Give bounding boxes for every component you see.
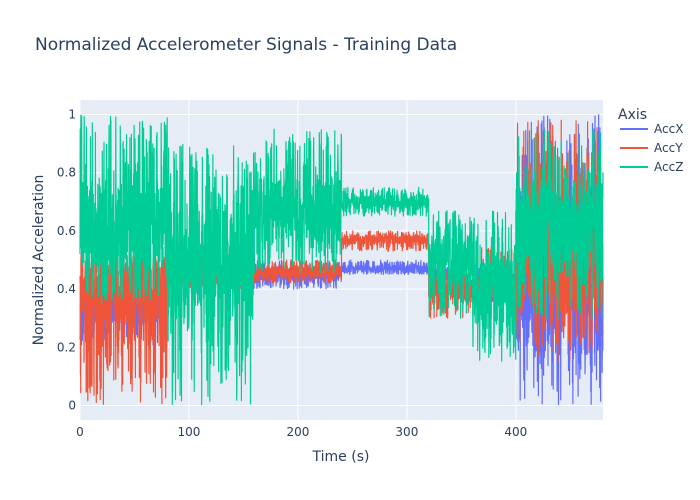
legend-label: AccX [654,122,683,136]
legend-label: AccY [654,141,683,155]
legend[interactable]: Axis AccX AccY AccZ [618,107,683,174]
y-tick-label: 0.4 [57,282,76,296]
x-tick-label: 200 [286,425,309,439]
x-tick-label: 300 [395,425,418,439]
y-tick-label: 0.2 [57,340,76,354]
y-tick-label: 0 [68,398,76,412]
legend-item-accx[interactable]: AccX [620,122,683,136]
y-tick-label: 1 [68,108,76,122]
series-line-accz [79,114,604,406]
series-layer [79,114,604,406]
tick-labels: 0 100 200 300 400 0 0.2 0.4 0.6 0.8 1 [57,108,527,439]
x-tick-label: 0 [76,425,84,439]
x-axis-title: Time (s) [312,449,370,465]
legend-label: AccZ [654,160,683,174]
chart-title: Normalized Accelerometer Signals - Train… [35,35,457,55]
legend-item-accz[interactable]: AccZ [620,160,683,174]
x-tick-label: 400 [504,425,527,439]
legend-title: Axis [618,107,647,123]
x-tick-label: 100 [178,425,201,439]
y-axis-title: Normalized Acceleration [31,175,47,346]
y-tick-label: 0.8 [57,166,76,180]
y-tick-label: 0.6 [57,224,76,238]
legend-item-accy[interactable]: AccY [620,141,683,155]
